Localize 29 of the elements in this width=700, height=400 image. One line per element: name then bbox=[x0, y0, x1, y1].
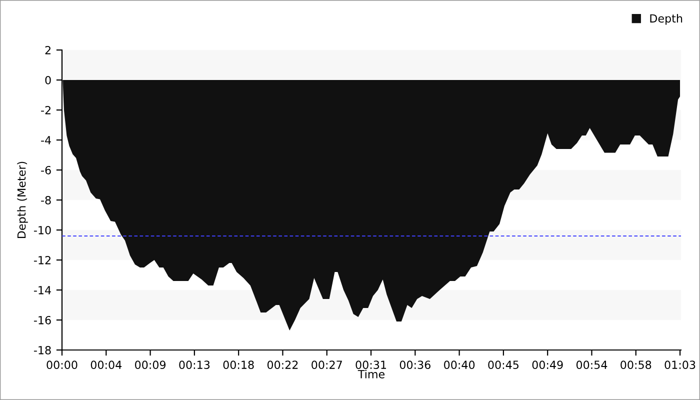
y-tick-label: -8 bbox=[41, 196, 51, 204]
x-tick-label: 00:45 bbox=[488, 360, 518, 370]
y-tick-label: -16 bbox=[34, 316, 51, 324]
x-tick-label: 00:49 bbox=[532, 360, 563, 370]
x-tick-label: 00:13 bbox=[179, 360, 210, 370]
legend-label: Depth bbox=[650, 14, 682, 25]
x-tick-label: 00:09 bbox=[135, 360, 166, 370]
x-tick-label: 00:58 bbox=[620, 360, 652, 370]
y-tick-label: -10 bbox=[34, 226, 51, 234]
y-tick-label: -12 bbox=[34, 256, 50, 264]
x-tick-label: 00:31 bbox=[356, 360, 386, 370]
x-axis-title: Time bbox=[358, 370, 384, 378]
x-tick-label: 00:22 bbox=[267, 360, 298, 370]
x-tick-label: 01:03 bbox=[664, 360, 696, 370]
x-tick-label: 00:04 bbox=[90, 360, 122, 370]
x-tick-label: 00:36 bbox=[400, 360, 430, 370]
x-tick-label: 00:18 bbox=[223, 360, 254, 370]
x-tick-label: 00:54 bbox=[576, 360, 608, 370]
x-tick-label: 00:40 bbox=[444, 360, 475, 370]
y-tick-label: -4 bbox=[41, 136, 51, 144]
y-tick-label: -2 bbox=[41, 106, 50, 114]
y-tick-label: -6 bbox=[41, 166, 51, 174]
y-tick-label: 0 bbox=[45, 76, 51, 84]
y-axis-title: Depth (Meter) bbox=[17, 162, 28, 238]
y-tick-label: -14 bbox=[34, 286, 51, 294]
y-tick-label: 2 bbox=[45, 46, 50, 54]
y-tick-label: -18 bbox=[34, 346, 51, 354]
x-tick-label: 00:27 bbox=[312, 360, 342, 370]
x-tick-label: 00:00 bbox=[46, 360, 78, 370]
